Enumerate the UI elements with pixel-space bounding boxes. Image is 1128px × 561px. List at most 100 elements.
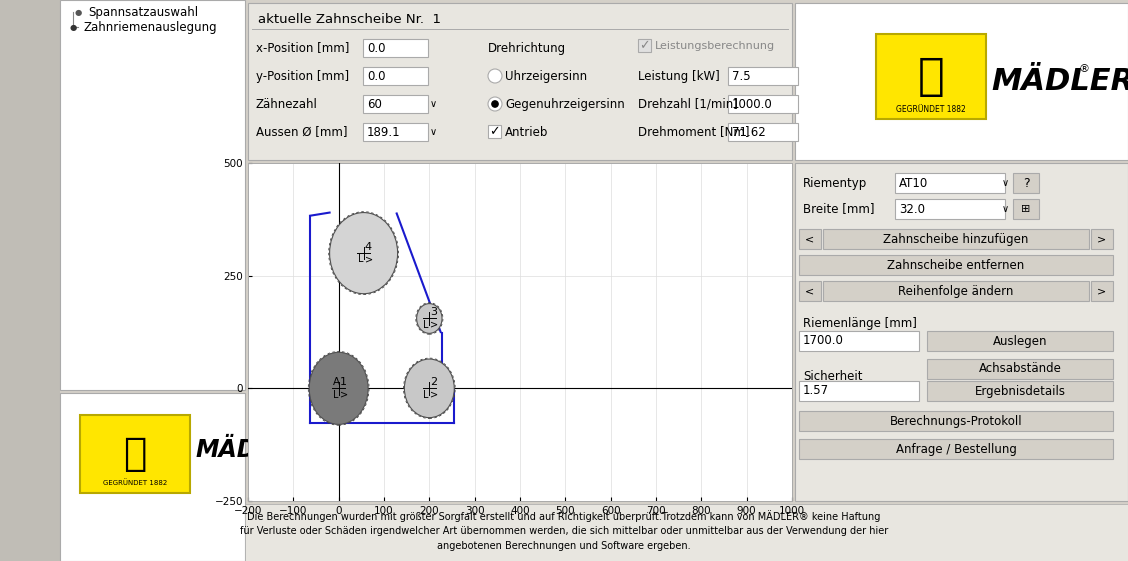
FancyBboxPatch shape bbox=[823, 281, 1089, 301]
FancyBboxPatch shape bbox=[876, 34, 986, 119]
FancyBboxPatch shape bbox=[728, 95, 797, 113]
Text: 3: 3 bbox=[430, 307, 438, 317]
FancyBboxPatch shape bbox=[248, 3, 792, 160]
Text: 189.1: 189.1 bbox=[367, 126, 400, 139]
FancyBboxPatch shape bbox=[799, 411, 1113, 431]
FancyBboxPatch shape bbox=[795, 3, 1128, 160]
FancyBboxPatch shape bbox=[245, 504, 1128, 561]
Text: L: L bbox=[358, 255, 363, 264]
Text: Gegenuhrzeigersinn: Gegenuhrzeigersinn bbox=[505, 98, 625, 111]
Text: Zahnscheibe hinzufügen: Zahnscheibe hinzufügen bbox=[883, 232, 1029, 246]
Text: 4: 4 bbox=[364, 242, 371, 252]
Text: >: > bbox=[364, 255, 372, 264]
Text: für Verluste oder Schäden irgendwelcher Art übernommen werden, die sich mittelba: für Verluste oder Schäden irgendwelcher … bbox=[240, 526, 888, 536]
Text: 60: 60 bbox=[367, 98, 382, 111]
FancyBboxPatch shape bbox=[728, 123, 797, 141]
FancyBboxPatch shape bbox=[363, 95, 428, 113]
FancyBboxPatch shape bbox=[927, 359, 1113, 379]
Text: ∨: ∨ bbox=[430, 99, 438, 109]
FancyBboxPatch shape bbox=[60, 393, 245, 561]
Text: Reihenfolge ändern: Reihenfolge ändern bbox=[898, 284, 1014, 297]
FancyBboxPatch shape bbox=[799, 281, 821, 301]
Text: Antrieb: Antrieb bbox=[505, 126, 548, 139]
Text: x-Position [mm]: x-Position [mm] bbox=[256, 42, 350, 54]
Ellipse shape bbox=[329, 213, 397, 294]
Text: ®: ® bbox=[270, 435, 280, 445]
FancyBboxPatch shape bbox=[363, 39, 428, 57]
Circle shape bbox=[488, 69, 502, 83]
Text: Anfrage / Bestellung: Anfrage / Bestellung bbox=[896, 443, 1016, 456]
FancyBboxPatch shape bbox=[799, 381, 919, 401]
FancyBboxPatch shape bbox=[1091, 229, 1113, 249]
Text: >: > bbox=[340, 390, 347, 399]
Text: Auslegen: Auslegen bbox=[993, 334, 1047, 347]
FancyBboxPatch shape bbox=[895, 173, 1005, 193]
Text: 7.5: 7.5 bbox=[732, 70, 750, 82]
FancyBboxPatch shape bbox=[638, 39, 651, 52]
Text: 0.0: 0.0 bbox=[367, 70, 386, 82]
Text: MÄDLER: MÄDLER bbox=[992, 67, 1128, 95]
Text: Zahnscheibe entfernen: Zahnscheibe entfernen bbox=[888, 259, 1024, 272]
FancyBboxPatch shape bbox=[728, 67, 797, 85]
FancyBboxPatch shape bbox=[799, 229, 821, 249]
Text: >: > bbox=[1098, 286, 1107, 296]
FancyBboxPatch shape bbox=[0, 0, 60, 561]
Text: Leistung [kW]: Leistung [kW] bbox=[638, 70, 720, 82]
Ellipse shape bbox=[416, 304, 442, 333]
Text: Aussen Ø [mm]: Aussen Ø [mm] bbox=[256, 126, 347, 139]
FancyBboxPatch shape bbox=[60, 0, 245, 390]
Text: ✓: ✓ bbox=[640, 39, 650, 52]
Text: Riementyp: Riementyp bbox=[803, 177, 867, 190]
Text: ⊞: ⊞ bbox=[1021, 204, 1031, 214]
FancyBboxPatch shape bbox=[1091, 281, 1113, 301]
Text: A: A bbox=[333, 376, 340, 387]
Text: ?: ? bbox=[1023, 177, 1030, 190]
Text: Ergebnisdetails: Ergebnisdetails bbox=[975, 384, 1066, 398]
FancyBboxPatch shape bbox=[1013, 199, 1039, 219]
Text: aktuelle Zahnscheibe Nr.  1: aktuelle Zahnscheibe Nr. 1 bbox=[258, 12, 441, 25]
FancyBboxPatch shape bbox=[1013, 173, 1039, 193]
Text: Leistungsberechnung: Leistungsberechnung bbox=[655, 41, 775, 51]
FancyBboxPatch shape bbox=[363, 67, 428, 85]
Text: 0.0: 0.0 bbox=[367, 42, 386, 54]
Text: L: L bbox=[333, 390, 338, 399]
Text: ∨: ∨ bbox=[430, 127, 438, 137]
Text: L: L bbox=[423, 320, 429, 330]
FancyBboxPatch shape bbox=[823, 229, 1089, 249]
Text: >: > bbox=[430, 320, 439, 330]
Text: 🧍: 🧍 bbox=[917, 54, 944, 98]
Text: ✓: ✓ bbox=[490, 125, 500, 138]
Text: 32.0: 32.0 bbox=[899, 203, 925, 215]
Text: Die Berechnungen wurden mit größter Sorgfalt erstellt und auf Richtigkeit überpr: Die Berechnungen wurden mit größter Sorg… bbox=[247, 510, 881, 522]
Text: GEGRÜNDET 1882: GEGRÜNDET 1882 bbox=[103, 480, 167, 486]
Text: ∨: ∨ bbox=[1002, 204, 1010, 214]
Ellipse shape bbox=[405, 359, 455, 417]
Text: 71.62: 71.62 bbox=[732, 126, 766, 139]
Text: Berechnungs-Protokoll: Berechnungs-Protokoll bbox=[890, 415, 1022, 427]
FancyBboxPatch shape bbox=[799, 439, 1113, 459]
FancyBboxPatch shape bbox=[363, 123, 428, 141]
Text: MÄDLER: MÄDLER bbox=[195, 438, 306, 462]
FancyBboxPatch shape bbox=[927, 331, 1113, 351]
FancyBboxPatch shape bbox=[895, 199, 1005, 219]
FancyBboxPatch shape bbox=[799, 255, 1113, 275]
Text: 🧍: 🧍 bbox=[123, 435, 147, 473]
Text: ®: ® bbox=[1079, 64, 1090, 74]
Text: <: < bbox=[805, 286, 814, 296]
Text: ∨: ∨ bbox=[1002, 178, 1010, 188]
Text: Breite [mm]: Breite [mm] bbox=[803, 203, 874, 215]
Text: 1.57: 1.57 bbox=[803, 384, 829, 398]
Text: Sicherheit: Sicherheit bbox=[803, 370, 863, 384]
Text: Drehzahl [1/min]: Drehzahl [1/min] bbox=[638, 98, 738, 111]
Circle shape bbox=[488, 97, 502, 111]
Text: 1000.0: 1000.0 bbox=[732, 98, 773, 111]
Text: AT10: AT10 bbox=[899, 177, 928, 190]
Text: Riemenlänge [mm]: Riemenlänge [mm] bbox=[803, 316, 917, 329]
FancyBboxPatch shape bbox=[488, 125, 501, 138]
Ellipse shape bbox=[309, 352, 368, 424]
Text: 2: 2 bbox=[430, 377, 438, 387]
Text: L: L bbox=[423, 390, 429, 399]
Text: y-Position [mm]: y-Position [mm] bbox=[256, 70, 350, 82]
Text: GEGRÜNDET 1882: GEGRÜNDET 1882 bbox=[896, 104, 966, 113]
FancyBboxPatch shape bbox=[927, 381, 1113, 401]
